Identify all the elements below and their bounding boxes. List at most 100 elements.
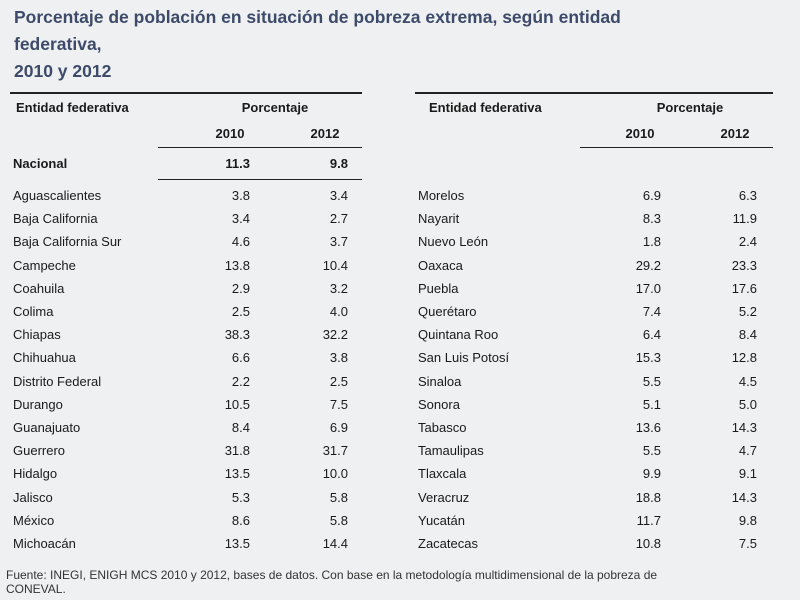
entity-name: México: [13, 512, 55, 528]
value-2012: 4.0: [329, 304, 348, 319]
entity-name: Guerrero: [13, 443, 66, 459]
national-2010: 11.3: [225, 156, 250, 171]
value-2010: 8.3: [642, 211, 661, 227]
value-2012: 7.5: [329, 396, 348, 412]
value-2010: 3.4: [231, 211, 250, 227]
entity-name: Colima: [13, 304, 54, 319]
table-row: Nuevo León 1.8 2.4: [415, 234, 775, 254]
table-row: Distrito Federal 2.2 2.5: [10, 374, 370, 394]
value-2012: 14.3: [731, 420, 757, 435]
table-row: Baja California 3.4 2.7: [10, 211, 370, 231]
value-2010: 15.3: [635, 350, 661, 366]
national-rule: [158, 179, 362, 180]
value-2012: 8.4: [738, 327, 757, 343]
value-2010: 5.5: [642, 373, 661, 389]
source-line-2: CONEVAL.: [6, 582, 66, 596]
table-row: Durango 10.5 7.5: [10, 397, 370, 417]
table-row: Campeche 13.8 10.4: [10, 258, 370, 278]
value-2012: 4.7: [738, 443, 757, 459]
table-row: Tlaxcala 9.9 9.1: [415, 466, 775, 486]
table-row: Tamaulipas 5.5 4.7: [415, 443, 775, 463]
table-row: Guerrero 31.8 31.7: [10, 443, 370, 463]
entity-name: Quintana Roo: [418, 327, 499, 343]
title-line-2: federativa,: [14, 34, 102, 54]
value-2010: 18.8: [635, 489, 661, 505]
entity-name: Guanajuato: [13, 420, 81, 435]
value-2010: 13.5: [224, 536, 250, 551]
table-row: Sonora 5.1 5.0: [415, 397, 775, 417]
entity-name: Baja California: [13, 211, 98, 227]
value-2010: 31.8: [224, 443, 250, 459]
value-2010: 3.8: [231, 188, 250, 203]
table-row: Chiapas 38.3 32.2: [10, 327, 370, 347]
entity-name: Puebla: [418, 280, 459, 296]
table-row: Veracruz 18.8 14.3: [415, 490, 775, 510]
table-row: Quintana Roo 6.4 8.4: [415, 327, 775, 347]
value-2010: 11.7: [636, 512, 661, 528]
entity-name: Zacatecas: [418, 536, 478, 551]
entity-name: Querétaro: [418, 304, 477, 319]
value-2012: 5.0: [738, 396, 757, 412]
header-rule: [580, 147, 773, 148]
table-row: Chihuahua 6.6 3.8: [10, 350, 370, 370]
entity-name: Oaxaca: [418, 257, 463, 273]
value-2012: 3.4: [329, 188, 348, 203]
entity-name: Veracruz: [418, 489, 470, 505]
value-2012: 5.8: [329, 489, 348, 505]
header-2012: 2012: [310, 126, 340, 141]
national-2012: 9.8: [329, 156, 348, 171]
entity-name: Nuevo León: [418, 234, 489, 250]
header-2010: 2010: [625, 126, 655, 141]
value-2012: 3.7: [329, 234, 348, 250]
value-2010: 13.8: [224, 257, 250, 273]
value-2012: 23.3: [731, 257, 757, 273]
entity-name: Chihuahua: [13, 350, 76, 366]
entity-name: Tamaulipas: [418, 443, 484, 459]
national-name: Nacional: [13, 156, 68, 171]
entity-name: Durango: [13, 396, 63, 412]
entity-name: Hidalgo: [13, 466, 58, 482]
table-row: San Luis Potosí 15.3 12.8: [415, 350, 775, 370]
value-2012: 4.5: [738, 373, 757, 389]
value-2010: 1.8: [642, 234, 661, 250]
table-row: Coahuila 2.9 3.2: [10, 281, 370, 301]
header-entity: Entidad federativa: [16, 100, 129, 115]
table-row: México 8.6 5.8: [10, 513, 370, 533]
value-2010: 4.6: [231, 234, 250, 250]
entity-name: Jalisco: [13, 489, 53, 505]
value-2010: 10.8: [635, 536, 661, 551]
value-2010: 9.9: [642, 466, 661, 482]
value-2012: 5.2: [738, 304, 757, 319]
value-2010: 8.6: [231, 512, 250, 528]
entity-name: Tabasco: [418, 420, 467, 435]
table-row: Hidalgo 13.5 10.0: [10, 466, 370, 486]
value-2012: 11.9: [732, 211, 757, 227]
poverty-tables: Entidad federativa Porcentaje 2010 2012 …: [0, 92, 800, 562]
value-2012: 2.5: [329, 373, 348, 389]
value-2012: 3.2: [329, 280, 348, 296]
national-row: Nacional 11.3 9.8: [10, 156, 362, 176]
header-percentage: Porcentaje: [656, 100, 724, 115]
value-2010: 13.6: [635, 420, 661, 435]
entity-name: Coahuila: [13, 280, 65, 296]
entity-name: Chiapas: [13, 327, 61, 343]
entity-name: Sonora: [418, 396, 460, 412]
entity-name: Michoacán: [13, 536, 76, 551]
value-2012: 7.5: [738, 536, 757, 551]
top-rule: [10, 92, 362, 94]
source-line-1: Fuente: INEGI, ENIGH MCS 2010 y 2012, ba…: [6, 568, 658, 582]
header-2012: 2012: [720, 126, 750, 141]
value-2010: 5.3: [231, 489, 250, 505]
table-row: Tabasco 13.6 14.3: [415, 420, 775, 440]
value-2012: 5.8: [329, 512, 348, 528]
document-title: Porcentaje de población en situación de …: [14, 4, 784, 85]
value-2010: 38.3: [224, 327, 250, 343]
value-2010: 6.9: [642, 188, 661, 203]
value-2012: 6.3: [738, 188, 757, 203]
value-2010: 29.2: [635, 257, 661, 273]
table-row: Querétaro 7.4 5.2: [415, 304, 775, 324]
value-2012: 14.4: [322, 536, 348, 551]
entity-name: San Luis Potosí: [418, 350, 510, 366]
value-2010: 17.0: [635, 280, 661, 296]
value-2012: 3.8: [329, 350, 348, 366]
